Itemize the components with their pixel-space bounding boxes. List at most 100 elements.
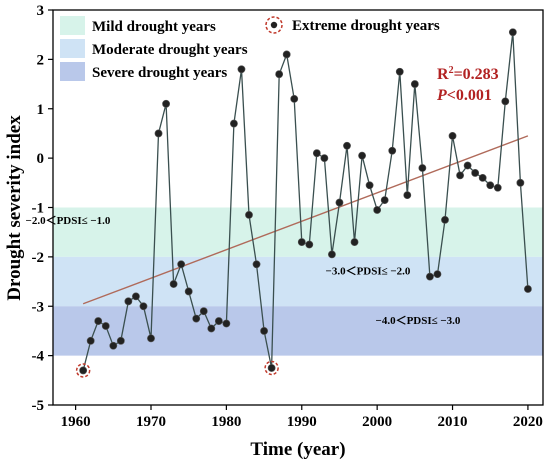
data-point [207,324,216,333]
data-point [101,322,110,330]
legend-label-2: Severe drought years [92,65,227,81]
data-point [245,211,253,219]
data-point [328,250,336,259]
data-point [433,270,442,279]
data-point [508,28,517,37]
data-point [441,215,449,224]
legend-label-1: Moderate drought years [92,42,248,58]
data-point [162,99,170,108]
data-point [275,70,284,79]
data-point [139,302,148,311]
y-tick-label: -3 [32,299,45,315]
data-point [493,183,502,192]
data-point [109,341,118,350]
axes: 1960 1970 1980 1990 2000 2010 2020 -5 -4 -3 -2 -1 0 1… [32,3,544,430]
data-point [365,181,374,190]
band-annotation-0: −2.0＜PDSI≤ −1.0 [26,215,111,227]
trend-line [82,135,529,305]
r2-annotation: R2=0.283 [437,65,499,83]
data-point [199,307,208,316]
extreme-markers [75,360,279,378]
data-point [222,319,231,328]
data-point [132,292,140,301]
drought-bands [53,207,543,356]
data-point [290,94,299,103]
trend-stats: R2=0.283 P<0.001 [436,65,499,104]
x-tick-label: 2020 [513,414,543,430]
legend-label-0: Mild drought years [92,19,216,35]
data-point [169,280,178,288]
x-tick-label: 1990 [287,414,317,430]
legend-swatch-2 [60,62,85,81]
legend-extreme-dot [270,21,278,29]
band-annotations: −2.0＜PDSI≤ −1.0 −3.0＜PDSI≤ −2.0 −4.0＜PDSI≤… [26,215,461,327]
y-tick-label: 1 [37,102,45,118]
data-point [410,80,419,88]
data-point [486,181,495,190]
data-point [350,238,359,246]
data-point [124,297,133,306]
x-axis-title: Time (year) [250,439,345,460]
data-point [312,149,321,158]
data-point [388,146,397,155]
data-point [463,161,472,170]
y-tick-label: -2 [32,250,45,266]
data-point [335,198,344,207]
y-tick-label: 2 [37,52,45,68]
band-0 [53,207,543,257]
data-point [79,366,88,375]
band-annotation-2: −4.0＜PDSI≤ −3.0 [376,315,461,327]
data-point [184,287,193,296]
data-point [380,196,389,204]
data-point [395,67,404,76]
series-group [79,28,532,375]
legend-extreme-marker [265,16,283,34]
data-point [260,327,268,335]
data-point [94,317,103,325]
extreme-marker-0 [75,363,91,378]
data-point [282,50,291,59]
data-point [516,178,525,187]
data-point [478,173,487,182]
data-point [297,238,306,246]
data-point [501,97,510,106]
data-point [373,206,382,214]
trend-line-group [82,135,529,305]
data-point [252,260,261,269]
x-tick-label: 2010 [438,414,468,430]
data-point [86,336,95,345]
x-tick-label: 1960 [61,414,91,430]
data-point [116,336,125,345]
band-annotation-1: −3.0＜PDSI≤ −2.0 [326,266,411,278]
y-tick-label: -5 [32,398,45,414]
data-point [237,65,246,74]
data-point [154,129,163,138]
x-tick-label: 1970 [136,414,166,430]
legend: Mild drought years Moderate drought years… [60,16,440,81]
data-point [230,119,238,128]
data-point [471,169,480,177]
band-2 [53,306,543,356]
data-point [343,141,351,150]
data-point [192,314,201,323]
data-point [456,171,464,180]
data-point [147,334,155,343]
data-point [448,132,457,140]
data-point [320,154,329,163]
data-point [418,164,427,172]
y-axis-title: Drought severity index [4,115,25,301]
legend-swatch-1 [60,39,85,58]
x-tick-label: 2000 [362,414,392,430]
y-tick-label: 0 [37,151,45,167]
y-tick-label: 3 [37,3,45,19]
data-point [403,191,412,200]
p-annotation: P<0.001 [436,87,492,104]
x-tick-label: 1980 [211,414,241,430]
data-point [214,317,223,325]
data-point [177,260,186,269]
data-point [305,240,314,249]
y-tick-label: -1 [32,201,45,217]
data-point [426,272,434,281]
data-point [358,151,366,160]
